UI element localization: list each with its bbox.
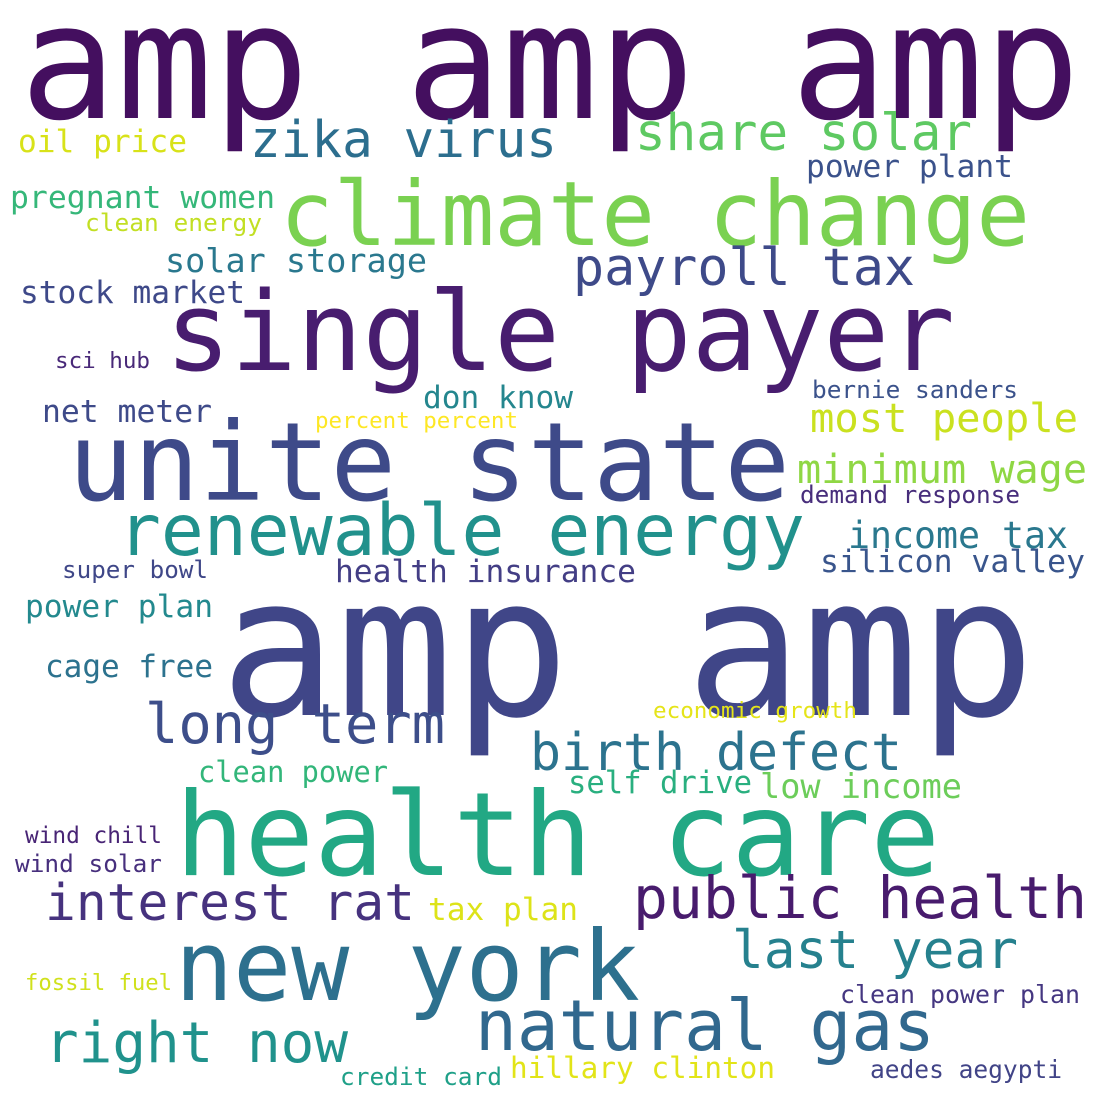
- word: pregnant women: [10, 180, 275, 216]
- word: clean power plan: [840, 980, 1080, 1009]
- word: renewable energy: [118, 489, 805, 572]
- word: super bowl: [62, 556, 208, 584]
- word: economic growth: [653, 699, 857, 724]
- word: aedes aegypti: [870, 1055, 1062, 1084]
- word: health insurance: [335, 554, 636, 590]
- word: low income: [760, 767, 962, 807]
- word: amp amp amp: [20, 0, 1080, 156]
- word: stock market: [20, 275, 245, 311]
- word: climate change: [280, 162, 1030, 266]
- word: bernie sanders: [812, 376, 1018, 404]
- word: fossil fuel: [25, 971, 172, 996]
- word: wind chill: [25, 823, 162, 849]
- word: birth defect: [530, 723, 902, 783]
- word: tax plan: [428, 892, 578, 928]
- word: solar storage: [165, 241, 427, 280]
- word: long term: [145, 692, 445, 756]
- word: natural gas: [475, 985, 935, 1067]
- word: self drive: [568, 765, 752, 801]
- word: power plant: [806, 149, 1013, 185]
- word: sci hub: [55, 349, 150, 374]
- word: right now: [45, 1011, 348, 1076]
- word: silicon valley: [820, 544, 1085, 580]
- word: power plan: [25, 589, 213, 625]
- word: clean energy: [85, 209, 262, 237]
- word: clean power: [198, 755, 388, 789]
- word: interest rat: [45, 874, 415, 933]
- word: last year: [732, 920, 1018, 981]
- word: single payer: [165, 268, 955, 396]
- word: oil price: [18, 124, 187, 160]
- word: payroll tax: [573, 238, 915, 298]
- word: hillary clinton: [510, 1051, 775, 1085]
- word: demand response: [800, 481, 1020, 509]
- word: percent percent: [315, 409, 518, 434]
- word: health care: [175, 768, 940, 903]
- word: cage free: [45, 649, 213, 685]
- word: wind solar: [15, 850, 162, 878]
- word: don know: [423, 380, 573, 416]
- word: new york: [175, 910, 640, 1023]
- word: minimum wage: [797, 447, 1087, 493]
- word: credit card: [340, 1063, 502, 1091]
- word: most people: [810, 396, 1078, 442]
- word: net meter: [42, 394, 212, 430]
- word: share solar: [635, 104, 972, 163]
- word: public health: [633, 864, 1087, 932]
- word: unite state: [68, 399, 790, 526]
- word: income tax: [848, 514, 1068, 557]
- word: amp amp: [220, 535, 1035, 761]
- word: zika virus: [250, 111, 557, 170]
